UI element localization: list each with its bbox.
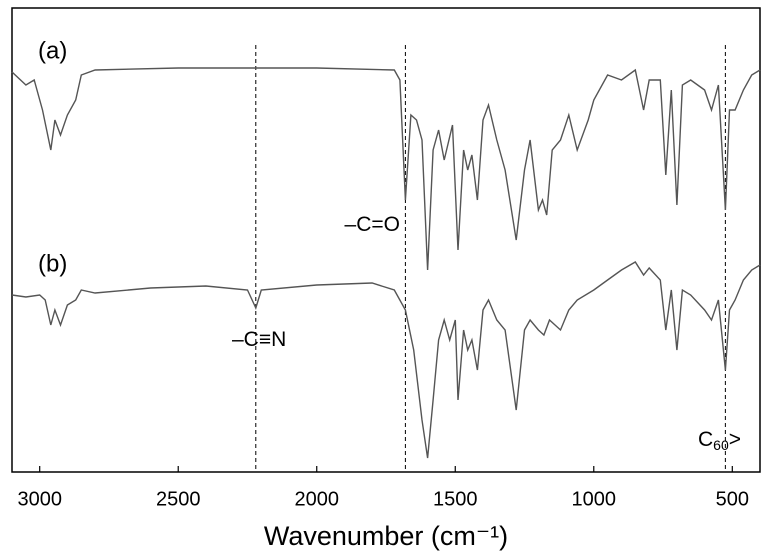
- x-tick-label: 2000: [294, 488, 339, 510]
- series-label: (b): [38, 250, 67, 277]
- x-tick-label: 1500: [433, 488, 478, 510]
- spectrum-line: [11, 261, 761, 459]
- annotation-text: –C≡N: [232, 328, 286, 351]
- annotation: –C=O: [345, 213, 400, 236]
- x-tick-label: 3000: [17, 488, 62, 510]
- annotation-tail: >: [729, 428, 741, 451]
- x-axis-label: Wavenumber (cm⁻¹): [264, 521, 508, 551]
- x-tick-label: 1000: [572, 488, 617, 510]
- series-label: (a): [38, 37, 67, 64]
- annotation-text: –C=O: [345, 213, 400, 236]
- annotation: C60>: [698, 428, 741, 453]
- x-tick-label: 500: [716, 488, 749, 510]
- annotation-text: C: [698, 428, 713, 451]
- plot-frame: [11, 7, 761, 473]
- spectrum-line: [11, 67, 761, 271]
- x-tick-label: 2500: [156, 488, 201, 510]
- annotation: –C≡N: [232, 328, 286, 351]
- annotation-subscript: 60: [713, 437, 729, 453]
